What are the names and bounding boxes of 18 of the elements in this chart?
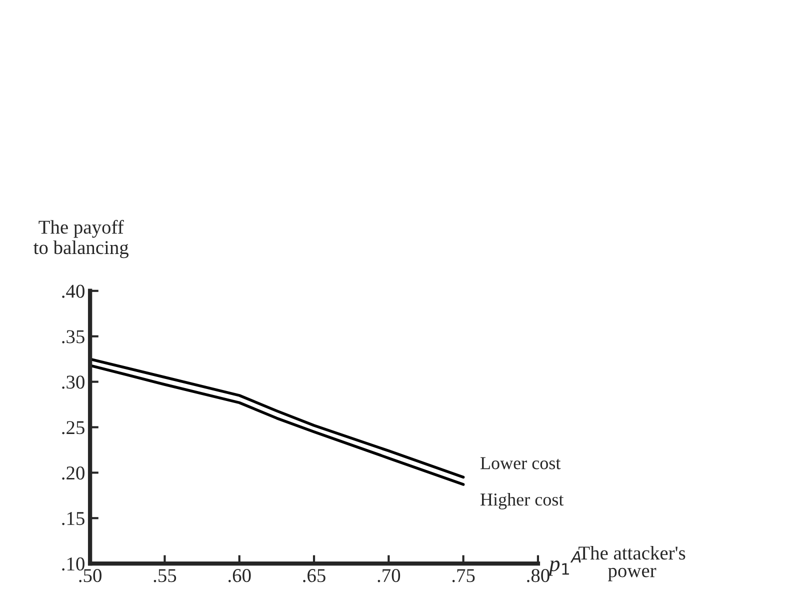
series-label: Lower cost xyxy=(480,457,561,470)
x-tick-label: .75 xyxy=(452,569,475,582)
x-axis-title: p$_{1}$$^{A}$ xyxy=(548,551,581,576)
y-tick-label: .25 xyxy=(62,421,84,434)
x-tick-label: .50 xyxy=(79,569,102,582)
x-tick-label: .60 xyxy=(228,569,251,582)
y-tick-label: .30 xyxy=(62,376,84,389)
series-label: Higher cost xyxy=(480,492,564,510)
x-tick-label: .80 xyxy=(527,569,550,582)
y-tick-label: .20 xyxy=(62,466,84,480)
y-tick-label: .40 xyxy=(62,284,84,298)
y-tick-label: .10 xyxy=(62,557,84,571)
x-tick-label: .55 xyxy=(154,569,176,582)
y-tick-label: .35 xyxy=(62,330,84,344)
x-tick-label: .65 xyxy=(303,569,326,582)
x-tick-label: .70 xyxy=(378,569,400,582)
y-axis-title: The payoff to balancing xyxy=(34,220,129,258)
y-tick-label: .15 xyxy=(62,512,84,526)
